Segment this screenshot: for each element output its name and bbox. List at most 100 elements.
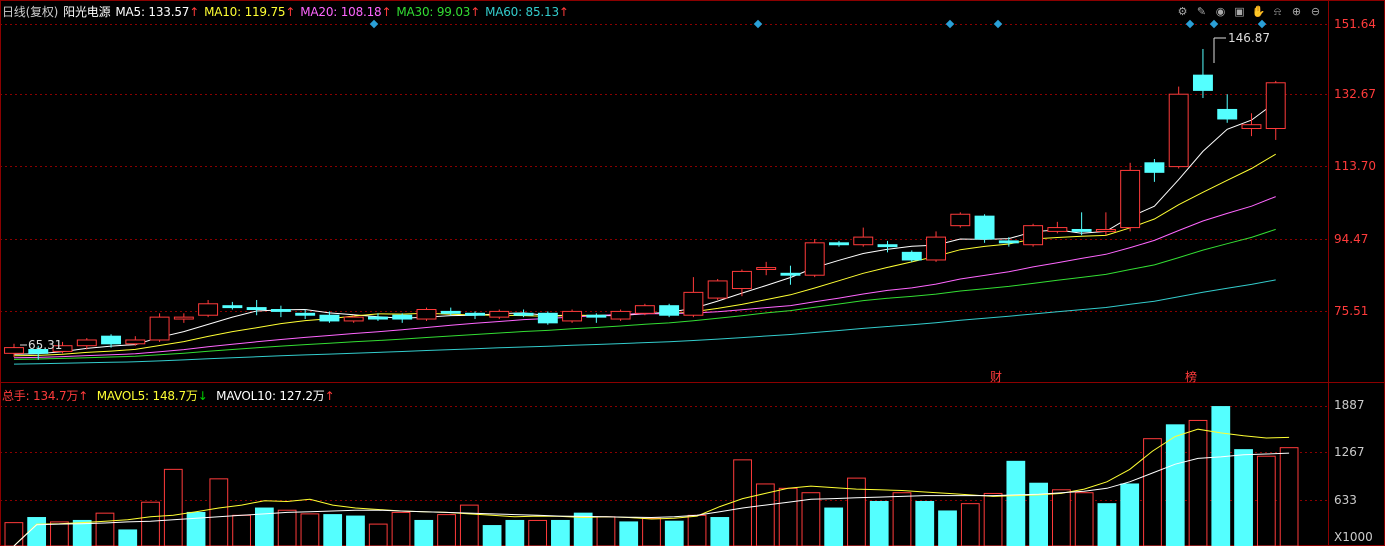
volume-bar-down — [824, 507, 844, 546]
ma-legend-item: MA30: 99.03↑ — [396, 5, 481, 19]
candle-up — [950, 213, 971, 227]
volume-bar-up — [459, 504, 479, 546]
volume-bar-up — [778, 487, 798, 546]
volume-tick: 1887 — [1334, 398, 1365, 412]
volume-bar-down — [72, 519, 92, 546]
event-diamond — [369, 19, 379, 29]
candle-up — [853, 236, 874, 246]
volume-bar-up — [733, 459, 752, 546]
candle-down — [537, 312, 558, 324]
volume-bar-down — [505, 519, 525, 546]
candle-down — [28, 349, 49, 354]
volume-bar-down — [1006, 460, 1026, 546]
candle-down — [829, 242, 849, 246]
ma-arrow: ↑ — [470, 5, 481, 19]
zoom-in-icon[interactable]: ⊕ — [1291, 5, 1302, 18]
volume-bar-down — [1165, 424, 1185, 546]
candle-down — [101, 335, 122, 345]
candle-up — [173, 316, 194, 320]
price-tick: 151.64 — [1334, 17, 1376, 31]
volume-bar-down — [1234, 449, 1253, 546]
gear-icon[interactable]: ⚙ — [1177, 5, 1188, 18]
volume-bar-down — [619, 521, 639, 546]
candle-down — [440, 310, 461, 314]
volume-bar-down — [573, 512, 593, 546]
earnings-marker: 财 — [990, 370, 1003, 384]
volume-bar-up — [232, 514, 251, 546]
candle-up — [926, 236, 947, 261]
candle-up — [610, 310, 631, 320]
candle-up — [756, 267, 777, 270]
mavol5-line — [13, 428, 1290, 546]
volume-bar-up — [801, 492, 821, 546]
volume-bar-down — [323, 514, 343, 546]
volume-bar-down — [346, 515, 365, 546]
volume-bar-up — [528, 519, 548, 546]
candle-down — [513, 312, 534, 316]
volume-mavol5: MAVOL5: 148.7万↓ — [96, 389, 208, 403]
volume-tick: 633 — [1334, 493, 1357, 507]
volume-bar-down — [869, 500, 889, 546]
volume-bar-up — [1143, 438, 1162, 546]
candle-down — [1144, 162, 1165, 173]
candle-up — [489, 310, 510, 318]
volume-bar-up — [1052, 489, 1071, 546]
candle-down — [270, 309, 291, 312]
box-icon[interactable]: ▣ — [1234, 5, 1245, 18]
candle-down — [1192, 74, 1213, 91]
candle-down — [1217, 108, 1238, 120]
volume-bar-up — [596, 516, 616, 546]
candle-up — [707, 280, 728, 299]
pen-icon[interactable]: ✎ — [1196, 5, 1207, 18]
candle-down — [780, 272, 801, 276]
volume-bar-up — [983, 492, 1003, 546]
candle-up — [1265, 82, 1286, 130]
volume-mavol10: MAVOL10: 127.2万↑ — [216, 389, 335, 403]
candle-up — [198, 303, 219, 316]
volume-bar-up — [1188, 419, 1208, 546]
candle-up — [416, 309, 437, 320]
volume-bar-up — [437, 514, 456, 546]
candle-down — [246, 307, 267, 311]
volume-bar-up — [687, 514, 707, 546]
candle-up — [1047, 227, 1068, 232]
candle-up — [125, 339, 146, 345]
candle-up — [4, 347, 24, 354]
volume-bar-up — [368, 523, 388, 546]
volume-bar-down — [1211, 406, 1231, 546]
ma-arrow: ↑ — [381, 5, 392, 19]
candle-down — [295, 312, 316, 316]
zoom-out-icon[interactable]: ⊖ — [1310, 5, 1321, 18]
period-label: 日线(复权) — [2, 5, 59, 19]
candle-up — [1095, 228, 1116, 232]
stock-name: 阳光电源 — [63, 5, 111, 19]
mavol10-line — [13, 452, 1290, 546]
candle-up — [562, 310, 583, 322]
price-tick: 94.47 — [1334, 232, 1369, 246]
ma-arrow: ↑ — [285, 5, 296, 19]
candle-down — [974, 215, 995, 240]
volume-bar-up — [892, 492, 912, 546]
event-diamond — [753, 19, 763, 29]
volume-bar-down — [482, 525, 502, 546]
candle-down — [998, 240, 1019, 244]
volume-bar-down — [551, 519, 570, 546]
candle-up — [634, 305, 655, 314]
candle-down — [392, 314, 413, 320]
candle-up — [1241, 124, 1262, 130]
volume-bar-down — [664, 520, 684, 546]
volume-total: 总手: 134.7万↑ — [2, 389, 89, 403]
volume-bar-down — [254, 507, 274, 546]
eye-icon[interactable]: ◉ — [1215, 5, 1226, 18]
low-price-label: 65.31 — [28, 338, 63, 352]
ma-arrow: ↑ — [189, 5, 200, 19]
candle-up — [1168, 93, 1189, 168]
ma-legend-item: MA5: 133.57↑ — [115, 5, 200, 19]
volume-bar-up — [1256, 455, 1276, 546]
candle-down — [367, 316, 388, 320]
bell-icon[interactable]: ⍾ — [1273, 5, 1282, 18]
volume-bar-down — [27, 517, 47, 546]
hand-icon[interactable]: ✋ — [1251, 5, 1266, 18]
candle-up — [52, 345, 73, 352]
volume-bar-down — [118, 529, 138, 546]
